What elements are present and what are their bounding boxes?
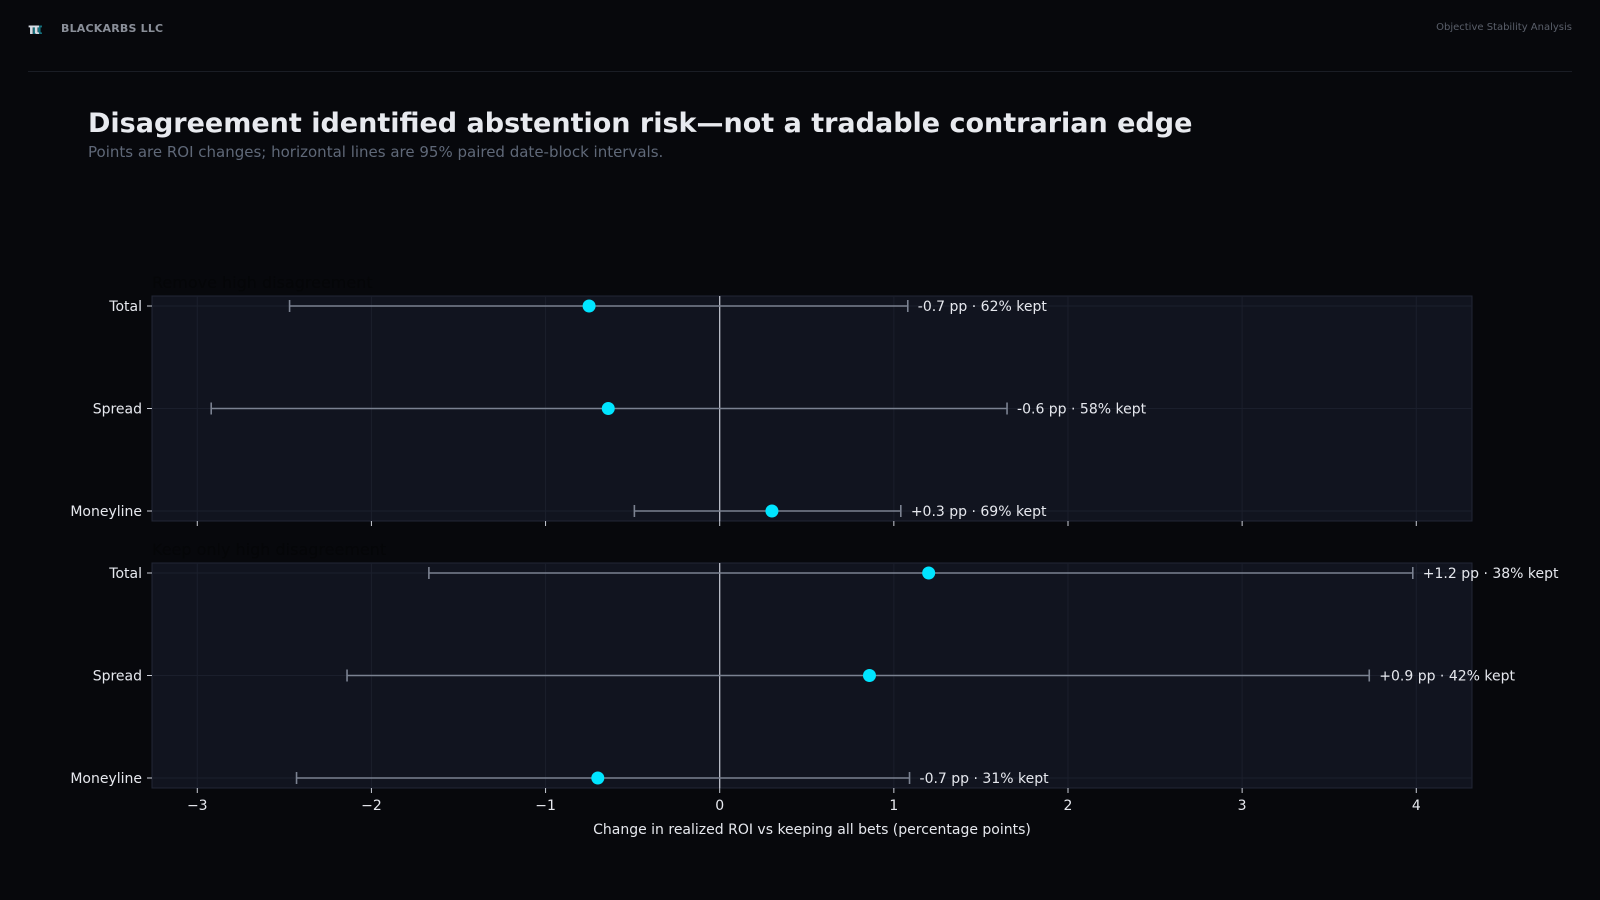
estimate-point: [862, 669, 876, 682]
data-label: -0.7 pp · 62% kept: [918, 299, 1048, 315]
brand-name: BLACKARBS LLC: [61, 22, 164, 35]
x-tick-label: 3: [1238, 798, 1247, 814]
x-tick-label: 2: [1064, 798, 1073, 814]
data-label: -0.6 pp · 58% kept: [1017, 402, 1147, 418]
panel-title: Keep only high disagreement: [152, 540, 386, 559]
x-tick-label: −1: [535, 798, 556, 814]
x-tick-label: −2: [361, 798, 382, 814]
x-tick-label: 1: [889, 798, 898, 814]
estimate-point: [765, 504, 779, 518]
header-divider: [28, 71, 1572, 72]
y-tick-label: Spread: [93, 669, 142, 685]
data-label: +0.3 pp · 69% kept: [911, 504, 1047, 520]
chart-panel: Keep only high disagreement Total +1.2 pp …: [70, 540, 1559, 838]
estimate-point: [591, 771, 605, 785]
estimate-point: [601, 402, 615, 415]
data-label: -0.7 pp · 31% kept: [920, 771, 1050, 787]
panel-title: Remove high disagreement: [152, 273, 373, 292]
x-axis-label: Change in realized ROI vs keeping all be…: [593, 822, 1031, 838]
data-label: +0.9 pp · 42% kept: [1379, 669, 1515, 685]
report-name: Objective Stability Analysis: [1436, 22, 1572, 33]
x-tick-label: −3: [187, 798, 208, 814]
x-tick-label: 4: [1412, 798, 1421, 814]
y-tick-label: Spread: [93, 402, 142, 418]
x-tick-label: 0: [715, 798, 724, 814]
y-tick-label: Total: [108, 299, 142, 315]
estimate-point: [582, 299, 596, 313]
chart-title: Disagreement identified abstention risk—…: [88, 108, 1193, 139]
y-tick-label: Moneyline: [70, 771, 142, 787]
data-label: +1.2 pp · 38% kept: [1423, 566, 1559, 582]
estimate-point: [922, 566, 936, 580]
chart-panel: Remove high disagreement Total -0.7 pp · 6…: [70, 273, 1473, 526]
y-tick-label: Total: [108, 566, 142, 582]
chart-subtitle: Points are ROI changes; horizontal lines…: [88, 143, 664, 161]
brand-logo-icon: π π: [28, 20, 43, 38]
y-tick-label: Moneyline: [70, 504, 142, 520]
